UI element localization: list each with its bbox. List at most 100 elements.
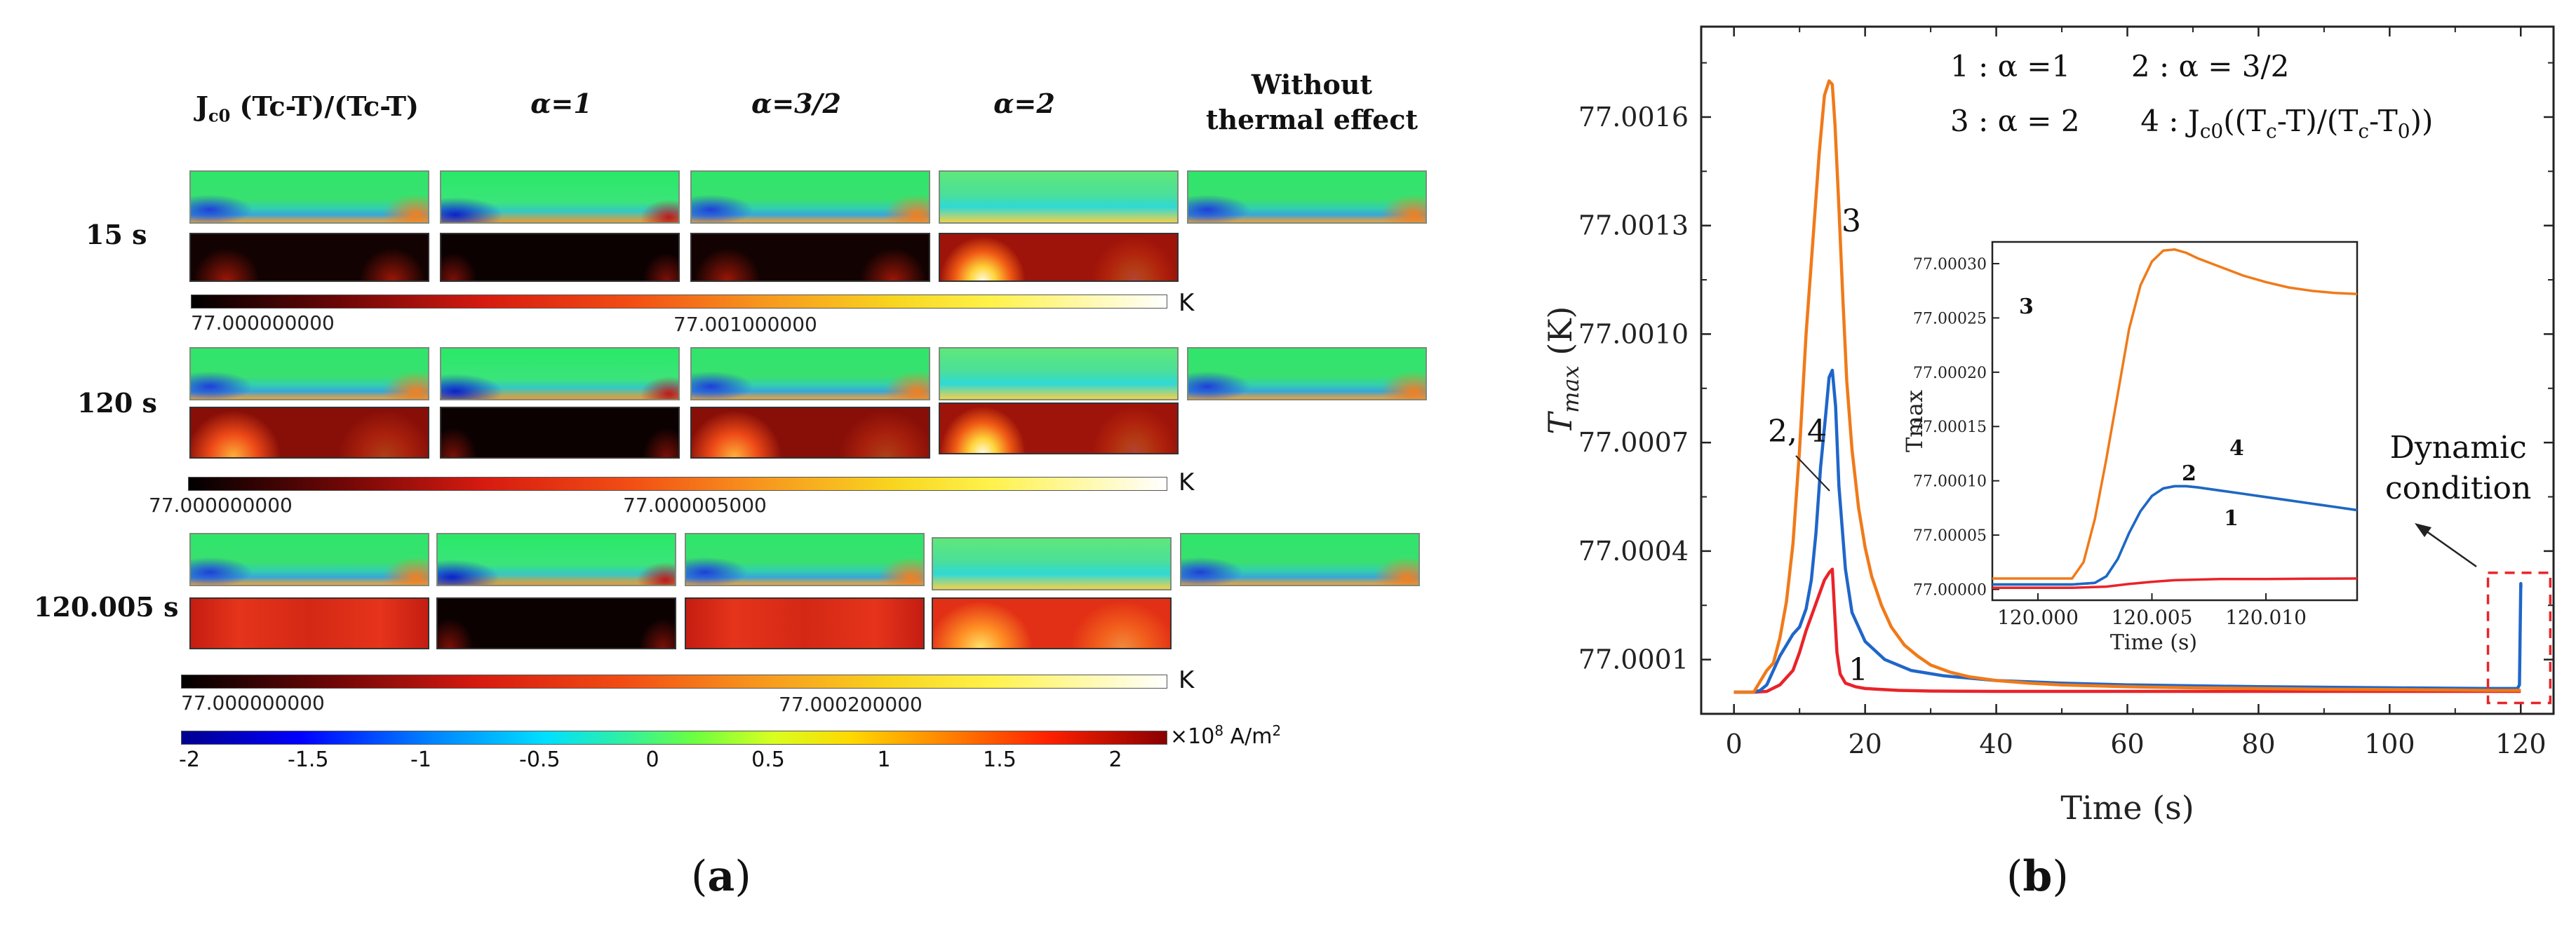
temp-colorbar-1-mid: 77.001000000 <box>673 313 817 336</box>
current-colorbar-unit: ×108 A/m2 <box>1170 722 1282 749</box>
dynamic-condition-arrowhead <box>2415 523 2431 537</box>
x-tick-label: 120 <box>2495 729 2547 759</box>
y-tick-label: 77.0016 <box>1578 102 1689 133</box>
temp-colorbar-2 <box>188 477 1167 491</box>
temp-map-r3-c2 <box>436 597 676 649</box>
header-jc0-rest: (Tc-T)/(Tc-T) <box>230 90 419 122</box>
current-colorbar <box>181 731 1167 745</box>
y-tick-label: 77.0010 <box>1578 318 1689 349</box>
current-colorbar-tick: -0.5 <box>519 747 561 772</box>
legend-entry-1: 1 : α =1 <box>1950 49 2071 83</box>
inset-y-tick-label: 77.00010 <box>1913 473 1987 491</box>
current-colorbar-tick: 0 <box>645 747 659 772</box>
label-2-4-leader <box>1795 455 1830 492</box>
series-2-4-line <box>1733 368 2523 694</box>
legend-entry-3: 3 : α = 2 <box>1950 104 2080 138</box>
legend-entry-4: 4 : Jc0((Tc-T)/(Tc-T0)) <box>2140 104 2434 143</box>
temp-colorbar-3-min: 77.000000000 <box>181 691 325 715</box>
temp-map-r2-c4 <box>939 402 1179 454</box>
current-map-r1-c4 <box>939 170 1179 224</box>
legend-entry-2: 2 : α = 3/2 <box>2131 49 2290 83</box>
panel-a-label: (a) <box>691 852 751 901</box>
inset-x-tick-label: 120.000 <box>1997 606 2079 629</box>
temp-colorbar-2-mid: 77.000005000 <box>623 494 767 517</box>
legend-line-1: 1 : α =1 2 : α = 3/2 <box>1950 49 2289 83</box>
y-tick-label: 77.0013 <box>1578 210 1689 241</box>
current-colorbar-tick: 1.5 <box>983 747 1017 772</box>
inset-x-tick-label: 120.005 <box>2112 606 2193 629</box>
inset-series-4-line <box>1992 485 2358 586</box>
dynamic-condition-arrow <box>2423 528 2477 568</box>
current-map-r1-c5 <box>1187 170 1427 224</box>
current-colorbar-tick: -1.5 <box>288 747 329 772</box>
main-plot: 0 20 40 60 80 100 120 77.0001 77.0004 77.0007 77.0… <box>1541 25 2555 827</box>
temp-colorbar-1-min: 77.000000000 <box>191 311 335 334</box>
inset-label-2: 2 <box>2182 461 2196 486</box>
temp-colorbar-3-unit: K <box>1179 666 1195 694</box>
header-alpha-2: α=2 <box>993 88 1055 119</box>
x-tick-label: 20 <box>1848 729 1881 759</box>
inset-y-tick-label: 77.00015 <box>1913 419 1987 436</box>
inset-plot: 120.000 120.005 120.010 77.00000 77.00005 77.… <box>1901 241 2359 655</box>
x-axis-label: Time (s) <box>2060 789 2194 827</box>
x-tick-label: 40 <box>1979 729 2013 759</box>
y-tick-label: 77.0004 <box>1578 536 1689 567</box>
current-colorbar-tick: -1 <box>410 747 431 772</box>
current-map-r3-c2 <box>436 533 676 586</box>
temp-map-r2-c2 <box>440 407 680 459</box>
temp-map-r1-c3 <box>690 233 930 282</box>
header-without-line1: Without <box>1251 69 1373 100</box>
curve-label-2-4: 2, 4 <box>1768 414 1827 449</box>
current-map-r2-c1 <box>189 347 429 400</box>
current-map-r1-c3 <box>690 170 930 224</box>
current-map-r1-c2 <box>440 170 680 224</box>
temp-map-r2-c1 <box>189 407 429 459</box>
current-colorbar-tick: 1 <box>877 747 891 772</box>
current-map-r1-c1 <box>189 170 429 224</box>
row-label-15s: 15 s <box>86 219 147 250</box>
current-colorbar-tick: -2 <box>179 747 200 772</box>
temp-colorbar-3 <box>181 675 1167 689</box>
temp-colorbar-2-unit: K <box>1179 468 1195 496</box>
x-tick-label: 0 <box>1726 729 1743 759</box>
header-alpha-1: α=1 <box>530 88 592 119</box>
inset-series-3-line <box>1992 248 2358 580</box>
temp-map-r1-c1 <box>189 233 429 282</box>
curve-label-3: 3 <box>1842 203 1861 239</box>
inset-label-3: 3 <box>2019 295 2034 319</box>
inset-label-1: 1 <box>2224 506 2239 531</box>
temp-colorbar-1-unit: K <box>1179 289 1195 317</box>
legend-line-2: 3 : α = 2 4 : Jc0((Tc-T)/(Tc-T0)) <box>1950 104 2433 142</box>
temp-map-r2-c3 <box>690 407 930 459</box>
inset-frame <box>1991 241 2359 602</box>
current-map-r3-c5 <box>1180 533 1420 586</box>
temp-map-r3-c4 <box>932 597 1172 649</box>
inset-series-1-line <box>1992 577 2358 589</box>
curve-label-1: 1 <box>1849 652 1868 688</box>
temp-map-r1-c4 <box>939 233 1179 282</box>
series-1-line <box>1733 567 2521 694</box>
x-tick-label: 60 <box>2110 729 2144 759</box>
panel-b-label: (b) <box>2006 852 2069 901</box>
current-colorbar-tick: 2 <box>1108 747 1122 772</box>
inset-y-tick-label: 77.00005 <box>1913 527 1987 545</box>
inset-y-tick-label: 77.00000 <box>1913 582 1987 600</box>
temp-colorbar-3-mid: 77.000200000 <box>779 693 923 716</box>
current-map-r2-c2 <box>440 347 680 400</box>
row-label-120005s: 120.005 s <box>34 591 179 623</box>
current-colorbar-tick: 0.5 <box>751 747 785 772</box>
inset-y-axis-label: Tmax <box>1901 390 1928 452</box>
inset-y-tick-label: 77.00025 <box>1913 310 1987 327</box>
temp-map-r3-c1 <box>189 597 429 649</box>
current-map-r2-c4 <box>939 347 1179 400</box>
x-tick-label: 100 <box>2364 729 2415 759</box>
inset-y-tick-label: 77.00020 <box>1913 365 1987 382</box>
header-without-line2: thermal effect <box>1205 104 1418 135</box>
row-label-120s: 120 s <box>77 387 157 419</box>
temp-map-r1-c2 <box>440 233 680 282</box>
dynamic-condition-box <box>2486 571 2552 705</box>
header-alpha-3-2: α=3/2 <box>751 88 841 119</box>
y-tick-label: 77.0007 <box>1578 427 1689 458</box>
inset-label-4: 4 <box>2229 436 2244 461</box>
